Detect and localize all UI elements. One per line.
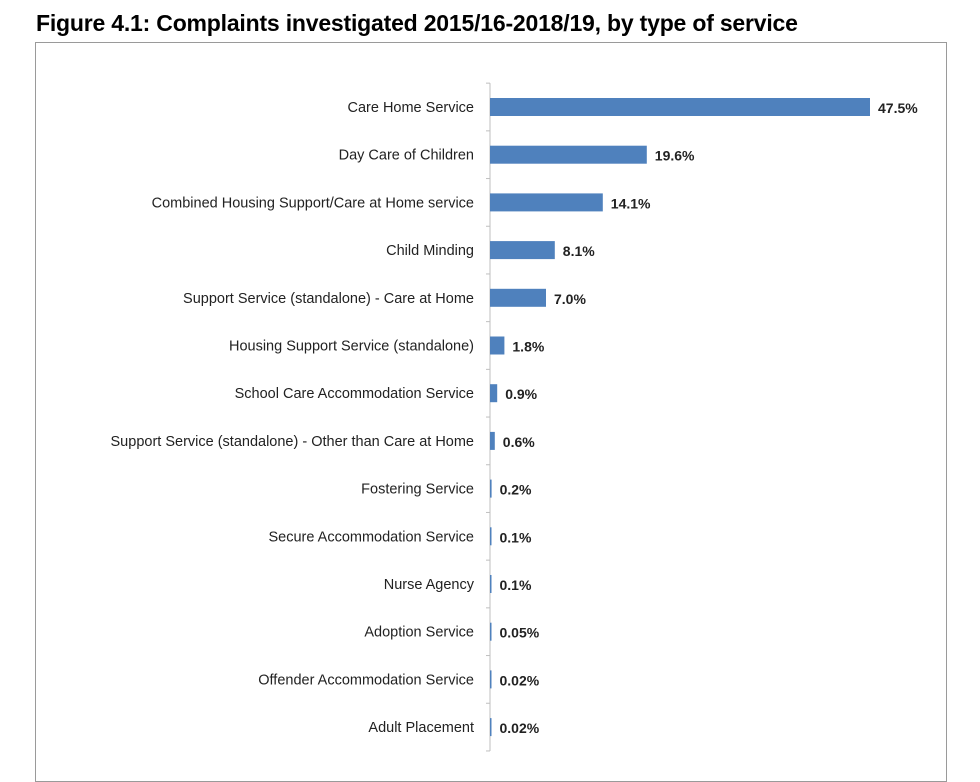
category-label: School Care Accommodation Service bbox=[235, 386, 474, 402]
data-label: 0.1% bbox=[500, 529, 532, 545]
bar-chart: Care Home Service 47.5% Day Care of Childr… bbox=[111, 82, 918, 752]
data-label: 0.2% bbox=[500, 482, 532, 498]
category-label: Adoption Service bbox=[364, 625, 474, 641]
data-label: 7.0% bbox=[554, 291, 586, 307]
category-label: Nurse Agency bbox=[384, 577, 475, 593]
bar bbox=[490, 193, 603, 212]
data-label: 0.02% bbox=[500, 720, 540, 736]
data-label: 8.1% bbox=[563, 243, 595, 259]
bar bbox=[490, 575, 492, 593]
category-label: Offender Accommodation Service bbox=[258, 672, 474, 688]
data-label: 1.8% bbox=[512, 339, 544, 355]
data-label: 14.1% bbox=[611, 195, 651, 211]
bar bbox=[490, 527, 492, 546]
category-label: Fostering Service bbox=[361, 482, 474, 498]
bar bbox=[490, 241, 555, 260]
data-label: 19.6% bbox=[655, 148, 695, 164]
category-label: Housing Support Service (standalone) bbox=[229, 339, 474, 355]
bar bbox=[490, 288, 546, 307]
bar bbox=[490, 622, 492, 641]
bar bbox=[490, 336, 505, 355]
bar bbox=[490, 145, 647, 164]
data-label: 0.05% bbox=[500, 625, 540, 641]
bar bbox=[490, 670, 492, 689]
category-label: Day Care of Children bbox=[339, 148, 474, 164]
data-label: 0.6% bbox=[503, 434, 535, 450]
category-label: Combined Housing Support/Care at Home se… bbox=[152, 195, 474, 211]
category-label: Support Service (standalone) - Other tha… bbox=[111, 434, 474, 450]
category-label: Care Home Service bbox=[347, 100, 474, 116]
chart-title: Figure 4.1: Complaints investigated 2015… bbox=[36, 10, 798, 36]
category-label: Support Service (standalone) - Care at H… bbox=[183, 291, 474, 307]
bar bbox=[490, 384, 498, 403]
data-label: 0.9% bbox=[505, 386, 537, 402]
category-label: Adult Placement bbox=[368, 720, 474, 736]
data-label: 47.5% bbox=[878, 100, 918, 116]
data-label: 0.1% bbox=[500, 577, 532, 593]
bar bbox=[490, 718, 492, 737]
bar bbox=[490, 479, 492, 498]
data-label: 0.02% bbox=[500, 672, 540, 688]
bar bbox=[490, 431, 495, 450]
category-label: Secure Accommodation Service bbox=[268, 529, 474, 545]
category-label: Child Minding bbox=[386, 243, 474, 259]
bar bbox=[490, 98, 870, 116]
